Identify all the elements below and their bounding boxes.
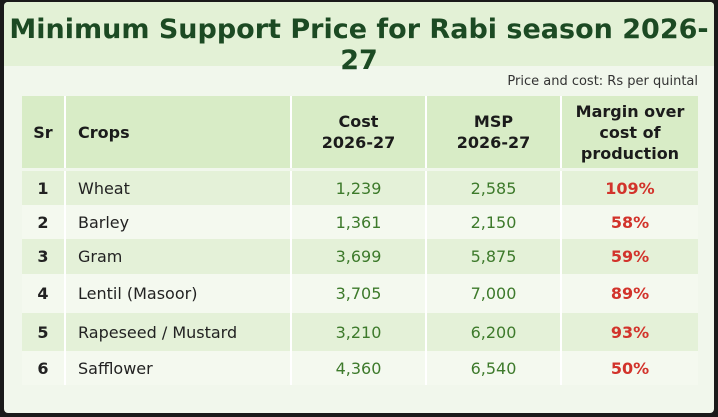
table-row: 1 Wheat 1,239 2,585 109% [22, 171, 698, 205]
table-cell: 3,705 [292, 274, 427, 313]
table-cell: 59% [610, 247, 650, 266]
column-header: Margin over cost of production [562, 96, 698, 168]
table-cell: Lentil (Masoor) [66, 274, 292, 313]
table-cell: 3,699 [292, 239, 427, 274]
title: Minimum Support Price for Rabi season 20… [9, 14, 709, 76]
title-bar [4, 2, 714, 66]
column-header: MSP 2026-27 [427, 96, 562, 168]
table-row: 6 Safflower 4,360 6,540 50% [22, 351, 698, 385]
column-header: Cost 2026-27 [292, 96, 427, 168]
table-cell: 1 [22, 171, 66, 205]
table-cell: Rapeseed / Mustard [66, 313, 292, 351]
table-cell: Barley [66, 205, 292, 239]
table-row: 3 Gram 3,699 5,875 59% [22, 239, 698, 274]
table-cell: 2,150 [427, 205, 562, 239]
table-cell: 109% [605, 178, 655, 198]
table-cell: 3 [22, 239, 66, 274]
table-row: 5 Rapeseed / Mustard 3,210 6,200 93% [22, 313, 698, 351]
table-row: 4 Lentil (Masoor) 3,705 7,000 89% [22, 274, 698, 313]
table-cell: Wheat [66, 171, 292, 205]
table-cell: 58% [610, 212, 650, 232]
table-cell: 5 [22, 313, 66, 351]
table-cell: 50% [610, 358, 650, 378]
table-cell: Safflower [66, 351, 292, 385]
table-cell: 6,200 [427, 313, 562, 351]
table-cell: 1,361 [292, 205, 427, 239]
table-cell: 6 [22, 351, 66, 385]
table-cell: 93% [610, 322, 650, 342]
slide: Minimum Support Price for Rabi season 20… [4, 2, 714, 413]
table-row: 2 Barley 1,361 2,150 58% [22, 205, 698, 239]
table-cell: 2 [22, 205, 66, 239]
table-cell: 4,360 [292, 351, 427, 385]
column-header: Crops [66, 96, 292, 168]
table-cell: 3,210 [292, 313, 427, 351]
column-header: Sr [22, 96, 66, 168]
table-cell: 7,000 [427, 274, 562, 313]
table: Sr Crops Cost 2026-27 MSP 2026-27 Margin ove… [22, 96, 698, 385]
table-cell: 4 [22, 274, 66, 313]
table-cell: 89% [610, 284, 650, 303]
table-cell: 5,875 [427, 239, 562, 274]
table-cell: 1,239 [292, 171, 427, 205]
table-cell: 2,585 [427, 171, 562, 205]
unit-note: Price and cost: Rs per quintal [507, 74, 698, 89]
header-row: Sr Crops Cost 2026-27 MSP 2026-27 Margin ove… [22, 96, 698, 168]
table-cell: 6,540 [427, 351, 562, 385]
table-cell: Gram [66, 239, 292, 274]
